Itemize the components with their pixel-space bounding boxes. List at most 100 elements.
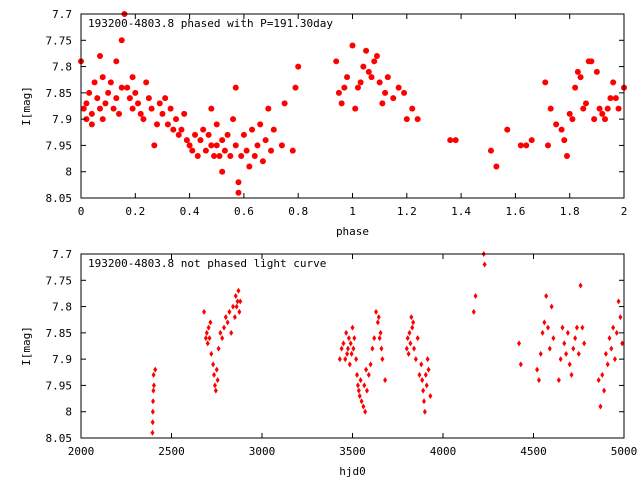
unphased-data-point xyxy=(218,330,222,336)
phased-y-tick-label: 8 xyxy=(65,166,72,179)
unphased-y-tick-label: 8.05 xyxy=(46,432,73,445)
phased-data-point xyxy=(244,148,250,154)
phased-data-point xyxy=(569,116,575,122)
unphased-data-point xyxy=(217,346,221,352)
phased-data-point xyxy=(192,132,198,138)
unphased-data-point xyxy=(580,325,584,331)
phased-data-point xyxy=(447,137,453,143)
unphased-data-point xyxy=(542,319,546,325)
phased-data-point xyxy=(518,142,524,148)
phased-data-point xyxy=(197,137,203,143)
unphased-data-point xyxy=(374,309,378,315)
phased-x-tick-label: 0 xyxy=(78,205,85,218)
phased-data-point xyxy=(222,148,228,154)
unphased-data-point xyxy=(354,356,358,362)
unphased-data-point xyxy=(420,377,424,383)
unphased-data-point xyxy=(231,304,235,310)
phased-data-point xyxy=(162,95,168,101)
unphased-data-point xyxy=(427,367,431,373)
unphased-data-point xyxy=(613,356,617,362)
unphased-data-point xyxy=(611,325,615,331)
phased-data-point xyxy=(493,163,499,169)
unphased-data-point xyxy=(519,361,523,367)
phased-data-point xyxy=(374,53,380,59)
unphased-data-point xyxy=(411,319,415,325)
unphased-data-point xyxy=(150,430,154,436)
unphased-data-point xyxy=(229,330,233,336)
phased-data-point xyxy=(339,100,345,106)
unphased-data-point xyxy=(204,335,208,341)
phased-data-point xyxy=(333,58,339,64)
unphased-data-point xyxy=(369,361,373,367)
unphased-data-point xyxy=(544,293,548,299)
unphased-data-point xyxy=(151,419,155,425)
unphased-data-point xyxy=(416,335,420,341)
unphased-data-point xyxy=(216,377,220,383)
unphased-data-point xyxy=(412,346,416,352)
unphased-data-point xyxy=(207,325,211,331)
phased-data-point xyxy=(488,148,494,154)
phased-data-point xyxy=(409,106,415,112)
unphased-data-point xyxy=(346,346,350,352)
phased-data-point xyxy=(610,79,616,85)
phased-data-point xyxy=(149,106,155,112)
phased-data-point xyxy=(189,148,195,154)
phased-data-point xyxy=(181,111,187,117)
phased-data-point xyxy=(366,69,372,75)
unphased-data-point xyxy=(152,372,156,378)
phased-data-point xyxy=(176,132,182,138)
phased-data-point xyxy=(382,90,388,96)
unphased-data-point xyxy=(151,388,155,394)
phased-data-point xyxy=(523,142,529,148)
phased-data-point xyxy=(377,79,383,85)
phased-data-point xyxy=(173,116,179,122)
unphased-data-point xyxy=(212,372,216,378)
phased-data-point xyxy=(219,137,225,143)
unphased-data-point xyxy=(338,356,342,362)
unphased-data-point xyxy=(152,382,156,388)
unphased-data-point xyxy=(602,388,606,394)
phased-data-point xyxy=(607,95,613,101)
unphased-data-point xyxy=(410,325,414,331)
unphased-data-point xyxy=(343,356,347,362)
unphased-data-point xyxy=(378,335,382,341)
unphased-data-point xyxy=(362,382,366,388)
phased-x-tick-label: 1.6 xyxy=(505,205,525,218)
phased-data-point xyxy=(580,106,586,112)
unphased-x-axis-label: hjd0 xyxy=(339,465,366,478)
unphased-y-tick-label: 7.75 xyxy=(46,274,73,287)
unphased-data-point xyxy=(355,372,359,378)
phased-plot-title: 193200-4803.8 phased with P=191.30day xyxy=(88,17,333,30)
phased-data-point xyxy=(116,111,122,117)
phased-data-point xyxy=(360,64,366,70)
unphased-data-point xyxy=(351,325,355,331)
phased-y-tick-label: 7.9 xyxy=(52,113,72,126)
phased-data-point xyxy=(111,106,117,112)
unphased-x-tick-label: 3000 xyxy=(249,445,276,458)
unphased-data-point xyxy=(360,398,364,404)
phased-x-tick-label: 1.2 xyxy=(397,205,417,218)
unphased-x-tick-label: 3500 xyxy=(339,445,366,458)
unphased-data-point xyxy=(238,298,242,304)
phased-x-tick-label: 1.8 xyxy=(560,205,580,218)
phased-data-point xyxy=(567,111,573,117)
unphased-data-point xyxy=(363,409,367,415)
phased-data-points xyxy=(78,11,627,196)
unphased-data-point xyxy=(598,403,602,409)
phased-data-point xyxy=(257,121,263,127)
phased-data-point xyxy=(415,116,421,122)
phased-data-point xyxy=(344,74,350,80)
phased-data-point xyxy=(268,148,274,154)
unphased-data-point xyxy=(425,382,429,388)
phased-data-point xyxy=(157,100,163,106)
phased-y-axis-label: I[mag] xyxy=(20,86,33,126)
phased-data-point xyxy=(599,111,605,117)
unphased-y-tick-label: 7.85 xyxy=(46,327,73,340)
unphased-data-point xyxy=(208,319,212,325)
phased-data-point xyxy=(203,148,209,154)
unphased-data-point xyxy=(205,330,209,336)
unphased-data-point xyxy=(409,314,413,320)
unphased-data-point xyxy=(414,356,418,362)
phased-plot-frame xyxy=(81,14,624,198)
phased-data-point xyxy=(529,137,535,143)
